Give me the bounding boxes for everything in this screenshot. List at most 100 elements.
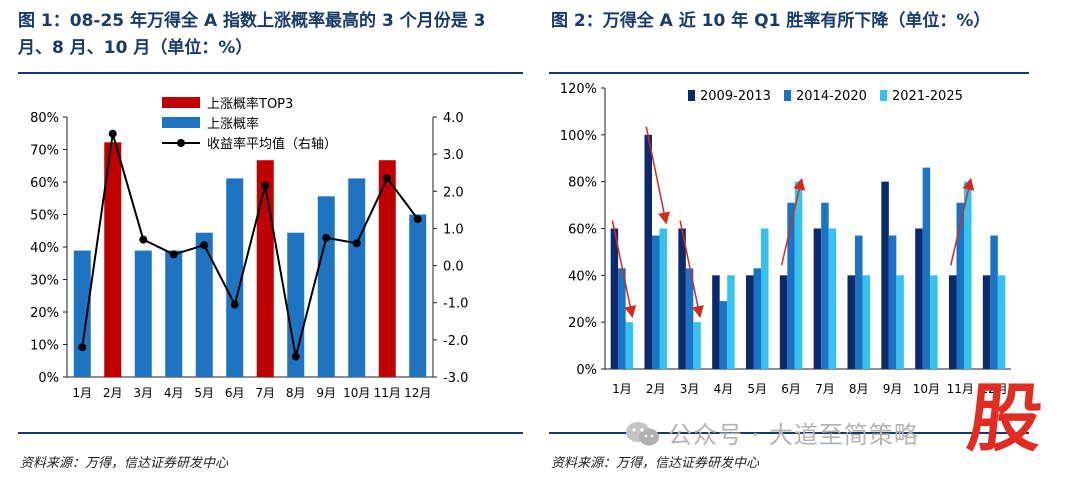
x-tick-label: 5月 <box>194 386 214 400</box>
x-tick-label: 5月 <box>747 382 767 396</box>
x-tick-label: 6月 <box>781 382 801 396</box>
x-tick-label: 1月 <box>72 386 92 400</box>
bar-top3 <box>378 160 396 377</box>
bar <box>348 178 366 377</box>
x-tick-label: 9月 <box>883 382 903 396</box>
legend-swatch-bar <box>162 117 200 128</box>
y2-tick-label: -1.0 <box>443 297 468 312</box>
bar-2021-2025 <box>896 275 904 369</box>
trend-arrow-down <box>645 126 670 225</box>
y-tick-label: 20% <box>568 316 597 331</box>
y-tick-label: 20% <box>30 306 59 321</box>
figure-2-bottom-rule <box>549 432 1029 434</box>
figure-2-top-rule <box>549 72 1029 74</box>
bar-2021-2025 <box>659 228 667 369</box>
line-point <box>200 241 209 250</box>
legend-label-top3: 上涨概率TOP3 <box>207 96 293 112</box>
bar-2014-2020 <box>888 235 897 369</box>
bar-2021-2025 <box>997 275 1006 369</box>
line-point <box>139 235 148 244</box>
bar <box>195 232 213 377</box>
line-point <box>291 352 300 361</box>
line-point <box>352 239 361 248</box>
bar-top3 <box>104 142 122 377</box>
figure-1-top-rule <box>18 72 523 74</box>
y-tick-label: 0% <box>576 363 597 378</box>
line-point <box>383 174 392 183</box>
x-tick-label: 6月 <box>225 386 245 400</box>
y-tick-label: 10% <box>30 339 59 354</box>
x-tick-label: 12月 <box>404 386 431 400</box>
bar-2021-2025 <box>727 275 735 369</box>
bar-2009-2013 <box>915 228 923 369</box>
bar-2021-2025 <box>794 181 803 369</box>
bar-2021-2025 <box>625 322 634 369</box>
legend-swatch-top3 <box>162 97 200 108</box>
y2-tick-label: 3.0 <box>443 148 464 163</box>
legend-label-line: 收益率平均值（右轴） <box>207 136 337 152</box>
figure-2-chart: 0% 20% 40% 60% 80% 100% 120% 1月 2月 3月 4月 5月 6月 7月 8月 9月… <box>560 82 1011 396</box>
x-tick-label: 7月 <box>255 386 275 400</box>
x-tick-label: 12月 <box>980 382 1007 396</box>
y-tick-label: 120% <box>560 82 597 97</box>
bar-2021-2025 <box>964 181 972 369</box>
figure-1-source: 资料来源：万得，信达证券研发中心 <box>20 456 229 471</box>
x-tick-label: 10月 <box>343 386 370 400</box>
figure-2-source: 资料来源：万得，信达证券研发中心 <box>551 456 760 471</box>
y-tick-label: 50% <box>30 209 59 224</box>
bar-2014-2020 <box>922 167 931 369</box>
line-point <box>322 233 331 242</box>
line-point <box>413 215 422 224</box>
x-tick-label: 3月 <box>133 386 153 400</box>
y-tick-label: 30% <box>30 274 59 289</box>
line-point <box>108 129 117 138</box>
bar-2014-2020 <box>618 268 626 369</box>
x-tick-label: 7月 <box>815 382 835 396</box>
bar-2009-2013 <box>746 275 754 369</box>
trend-arrow-up <box>780 177 806 266</box>
line-series-average-return <box>81 133 419 357</box>
bar <box>73 250 91 377</box>
bar-2014-2020 <box>753 268 761 369</box>
y2-tick-label: 0.0 <box>443 260 464 275</box>
bar-2014-2020 <box>719 301 728 369</box>
bar <box>226 178 244 377</box>
legend-label-bar: 上涨概率 <box>207 116 259 132</box>
x-tick-label: 2月 <box>646 382 666 396</box>
x-tick-label: 10月 <box>913 382 940 396</box>
bar-2009-2013 <box>779 275 788 369</box>
y2-tick-label: 2.0 <box>443 185 464 200</box>
bar-2009-2013 <box>678 228 686 369</box>
bar-2014-2020 <box>787 202 795 369</box>
line-point <box>261 181 270 190</box>
stock-badge: 股 <box>963 376 1047 462</box>
y2-tick-label: 1.0 <box>443 222 464 237</box>
y-tick-label: 100% <box>560 129 597 144</box>
bar-2009-2013 <box>949 275 957 369</box>
legend-swatch-2009-2013 <box>688 90 695 101</box>
legend-swatch-2021-2025 <box>880 90 887 101</box>
bar-2014-2020 <box>990 235 998 369</box>
legend-swatch-2014-2020 <box>784 90 791 101</box>
line-point <box>78 343 87 352</box>
trend-arrow-down <box>679 220 704 319</box>
legend-swatch-line-marker <box>177 139 185 147</box>
y2-tick-label: -2.0 <box>443 334 468 349</box>
x-tick-label: 11月 <box>947 382 974 396</box>
x-tick-label: 4月 <box>164 386 184 400</box>
trend-arrow-down <box>611 220 637 319</box>
bar <box>165 250 183 377</box>
bar-2009-2013 <box>610 228 619 369</box>
x-tick-label: 11月 <box>374 386 401 400</box>
bar-2021-2025 <box>828 228 837 369</box>
x-tick-label: 9月 <box>316 386 336 400</box>
bar-2014-2020 <box>685 268 694 369</box>
figure-1-chart: 0% 10% 20% 30% 40% 50% 60% 70% 80% -3.0 -2.0 -1.0 0.… <box>30 96 468 400</box>
legend-label-2014-2020: 2014-2020 <box>796 89 867 104</box>
bar-2009-2013 <box>881 181 889 369</box>
bar-2014-2020 <box>956 202 964 369</box>
x-tick-label: 2月 <box>103 386 123 400</box>
y2-tick-label: -3.0 <box>443 371 468 386</box>
watermark-text: 公众号 · 大道至简策略 <box>668 421 919 449</box>
x-tick-label: 3月 <box>680 382 700 396</box>
